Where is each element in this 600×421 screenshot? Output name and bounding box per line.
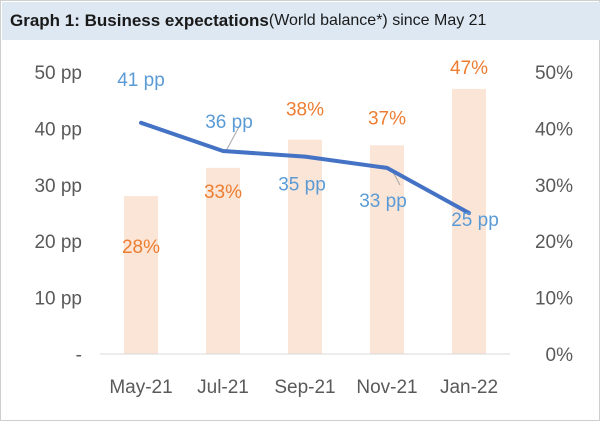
x-tick-label: Nov-21 (356, 377, 417, 398)
leader-line (225, 124, 241, 152)
line-data-label: 41 pp (117, 70, 165, 91)
bar (452, 88, 486, 355)
y-right-tick-label: 40% (535, 119, 573, 140)
y-left-tick-label: 20 pp (34, 232, 82, 253)
chart-title: Graph 1: Business expectations (10, 11, 269, 30)
bar (288, 139, 322, 354)
bar-data-label: 28% (122, 237, 160, 258)
bar-data-label: 47% (450, 58, 488, 79)
bar (206, 167, 240, 354)
y-left-tick-label: 30 pp (34, 176, 82, 197)
line-data-label: 35 pp (278, 175, 326, 196)
x-tick-label: Jul-21 (197, 377, 249, 398)
bar-data-label: 38% (286, 100, 324, 121)
y-left-tick-label: 40 pp (34, 119, 82, 140)
y-left-tick-label: - (76, 345, 82, 366)
bar-data-label: 37% (368, 108, 406, 129)
y-right-tick-label: 20% (535, 232, 573, 253)
x-tick-label: May-21 (109, 377, 172, 398)
y-left-tick-label: 50 pp (34, 63, 82, 84)
y-right-tick-label: 0% (546, 345, 574, 366)
y-right-tick-label: 10% (535, 289, 573, 310)
chart-title-bar: Graph 1: Business expectations (World ba… (2, 2, 600, 40)
x-tick-label: Sep-21 (274, 377, 335, 398)
bar-data-label: 33% (204, 182, 242, 203)
bar (370, 145, 404, 354)
x-tick-label: Jan-22 (440, 377, 498, 398)
chart-subtitle: (World balance*) since May 21 (268, 12, 487, 29)
y-left-tick-label: 10 pp (34, 289, 82, 310)
line-data-label: 25 pp (451, 210, 499, 231)
line-series (139, 120, 471, 215)
line-data-label: 33 pp (359, 191, 407, 212)
bar (124, 196, 158, 354)
y-right-tick-label: 30% (535, 176, 573, 197)
y-right-tick-label: 50% (535, 63, 573, 84)
line-data-label: 36 pp (205, 112, 253, 133)
